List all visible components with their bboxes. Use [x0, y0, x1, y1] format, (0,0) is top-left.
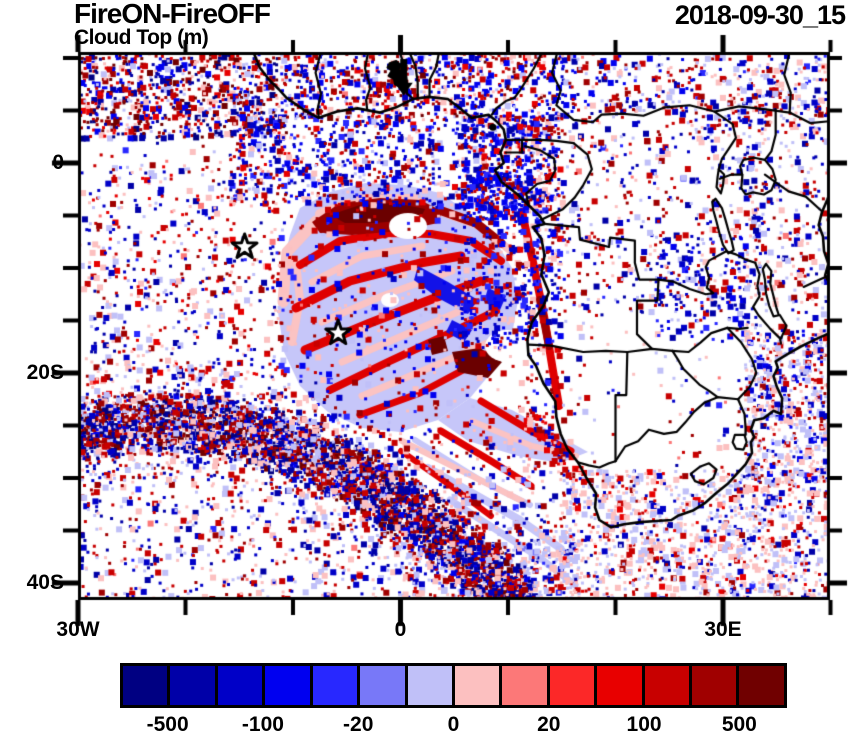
colorbar — [120, 663, 787, 708]
page-subtitle: Cloud Top (m) — [74, 26, 209, 49]
colorbar-segment — [454, 666, 503, 705]
colorbar-segment — [692, 666, 740, 705]
colorbar-label: 100 — [626, 713, 662, 736]
colorbar-label: -100 — [241, 713, 284, 736]
colorbar-segment — [502, 666, 550, 705]
colorbar-segment — [265, 666, 313, 705]
x-tick-label: 30W — [56, 618, 100, 641]
colorbar-segment — [644, 666, 693, 705]
y-tick-label: 0 — [52, 151, 64, 174]
colorbar-segment — [170, 666, 218, 705]
colorbar-segment — [597, 666, 645, 705]
x-tick-label: 30E — [704, 618, 742, 641]
colorbar-segment — [123, 666, 171, 705]
colorbar-label: 0 — [447, 713, 460, 736]
colorbar-segment — [549, 666, 598, 705]
colorbar-segment — [360, 666, 408, 705]
colorbar-label: -20 — [343, 713, 374, 736]
colorbar-label: -500 — [146, 713, 189, 736]
colorbar-label: 500 — [721, 713, 757, 736]
colorbar-segment — [217, 666, 266, 705]
x-tick-label: 0 — [394, 618, 407, 641]
page-title: FireON-FireOFF — [74, 0, 271, 29]
colorbar-segment — [312, 666, 361, 705]
colorbar-segment — [739, 666, 784, 705]
y-tick-label: 20S — [26, 361, 64, 384]
y-tick-label: 40S — [26, 571, 64, 594]
colorbar-label: 20 — [537, 713, 561, 736]
datetime-label: 2018-09-30_15 — [674, 0, 846, 30]
colorbar-segment — [407, 666, 455, 705]
